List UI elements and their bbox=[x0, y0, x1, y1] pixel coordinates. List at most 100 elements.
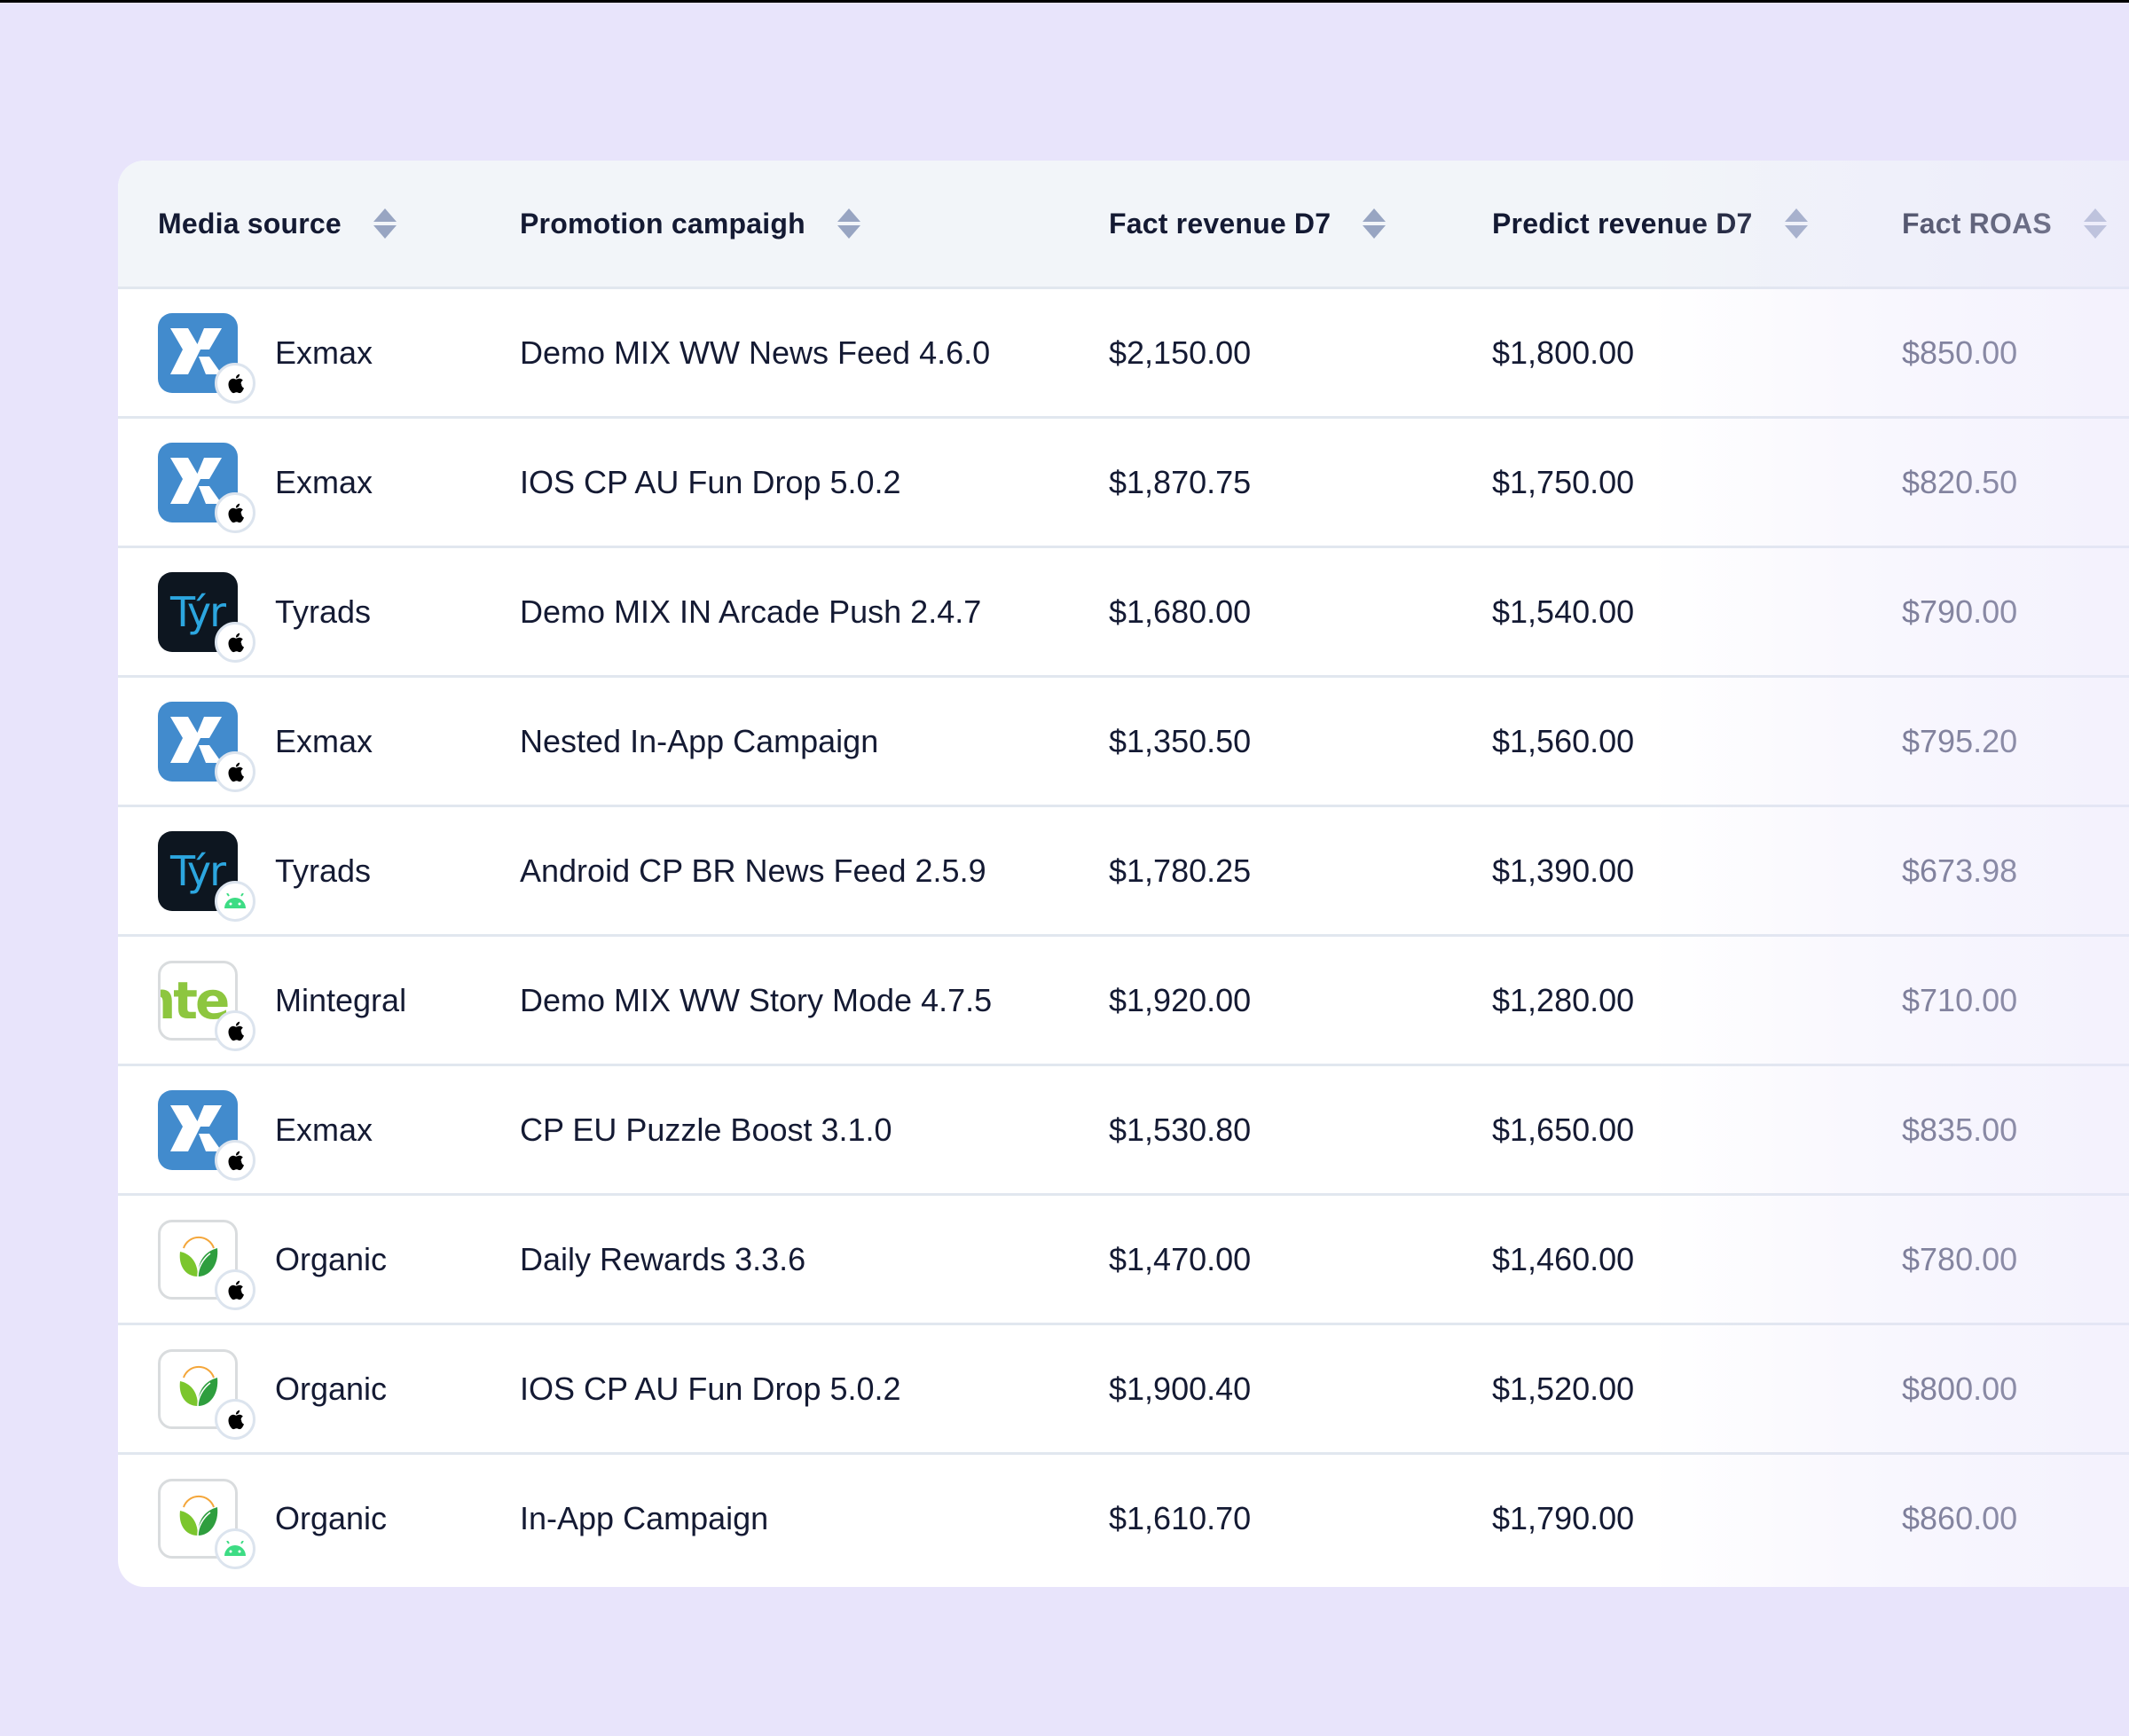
apple-icon bbox=[215, 1139, 255, 1181]
media-source-name: Mintegral bbox=[275, 981, 407, 1018]
promotion-campaign-cell: Daily Rewards 3.3.6 bbox=[520, 1240, 806, 1277]
media-source-cell: Exmax bbox=[158, 419, 373, 546]
media-source-cell: Exmax bbox=[158, 1066, 373, 1193]
column-label: Predict revenue D7 bbox=[1492, 207, 1753, 240]
fact-revenue-d7-cell: $1,470.00 bbox=[1109, 1240, 1252, 1277]
promotion-campaign-cell: Demo MIX WW Story Mode 4.7.5 bbox=[520, 981, 993, 1018]
media-source-cell: Organic bbox=[158, 1325, 387, 1452]
table-row[interactable]: Týr Tyrads Demo MIX IN Arcade Push 2.4.7… bbox=[118, 548, 2129, 678]
promotion-campaign-cell: In-App Campaign bbox=[520, 1499, 769, 1536]
predict-revenue-d7-cell: $1,540.00 bbox=[1492, 593, 1635, 630]
table-row[interactable]: Exmax IOS CP AU Fun Drop 5.0.2 $1,870.75… bbox=[118, 419, 2129, 548]
fact-roas-cell: $800.00 bbox=[1902, 1370, 2018, 1407]
apple-icon bbox=[215, 1009, 255, 1051]
media-source-name: Exmax bbox=[275, 334, 373, 371]
fact-roas-cell: $673.98 bbox=[1902, 852, 2018, 889]
fact-revenue-d7-cell: $1,870.75 bbox=[1109, 463, 1252, 500]
sort-updown-icon[interactable] bbox=[1363, 208, 1387, 239]
column-header-fact-roas[interactable]: Fact ROAS bbox=[1902, 161, 2107, 287]
apple-icon bbox=[215, 750, 255, 792]
fact-revenue-d7-cell: $1,920.00 bbox=[1109, 981, 1252, 1018]
exmax-logo-icon bbox=[158, 701, 255, 792]
fact-revenue-d7-cell: $1,780.25 bbox=[1109, 852, 1252, 889]
top-border bbox=[0, 0, 2129, 3]
apple-icon bbox=[215, 491, 255, 533]
table-header: Media source Promotion campaigh Fact rev… bbox=[118, 161, 2129, 289]
table-row[interactable]: Exmax Nested In-App Campaign $1,350.50 $… bbox=[118, 678, 2129, 807]
predict-revenue-d7-cell: $1,650.00 bbox=[1492, 1111, 1635, 1148]
promotion-campaign-cell: Demo MIX IN Arcade Push 2.4.7 bbox=[520, 593, 982, 630]
media-source-name: Tyrads bbox=[275, 852, 372, 889]
campaign-table: Media source Promotion campaigh Fact rev… bbox=[118, 161, 2129, 1587]
android-icon bbox=[215, 1528, 255, 1569]
predict-revenue-d7-cell: $1,460.00 bbox=[1492, 1240, 1635, 1277]
fact-roas-cell: $780.00 bbox=[1902, 1240, 2018, 1277]
predict-revenue-d7-cell: $1,800.00 bbox=[1492, 334, 1635, 371]
media-source-name: Tyrads bbox=[275, 593, 372, 630]
fact-roas-cell: $795.20 bbox=[1902, 722, 2018, 759]
media-source-name: Exmax bbox=[275, 463, 373, 500]
tyrads-logo-icon: Týr bbox=[158, 830, 255, 922]
table-row[interactable]: Organic IOS CP AU Fun Drop 5.0.2 $1,900.… bbox=[118, 1325, 2129, 1455]
predict-revenue-d7-cell: $1,560.00 bbox=[1492, 722, 1635, 759]
column-header-fact-revenue-d7[interactable]: Fact revenue D7 bbox=[1109, 161, 1387, 287]
table-row[interactable]: Týr Tyrads Android CP BR News Feed 2.5.9… bbox=[118, 807, 2129, 937]
promotion-campaign-cell: Nested In-App Campaign bbox=[520, 722, 879, 759]
fact-roas-cell: $820.50 bbox=[1902, 463, 2018, 500]
media-source-cell: Exmax bbox=[158, 289, 373, 416]
column-label: Fact ROAS bbox=[1902, 207, 2052, 240]
predict-revenue-d7-cell: $1,280.00 bbox=[1492, 981, 1635, 1018]
table-body: Exmax Demo MIX WW News Feed 4.6.0 $2,150… bbox=[118, 289, 2129, 1582]
organic-logo-icon bbox=[158, 1478, 255, 1569]
predict-revenue-d7-cell: $1,750.00 bbox=[1492, 463, 1635, 500]
mintegral-logo-icon: nte bbox=[158, 960, 255, 1051]
tyrads-logo-icon: Týr bbox=[158, 571, 255, 663]
table-row[interactable]: Exmax Demo MIX WW News Feed 4.6.0 $2,150… bbox=[118, 289, 2129, 419]
promotion-campaign-cell: Android CP BR News Feed 2.5.9 bbox=[520, 852, 986, 889]
column-header-predict-revenue-d7[interactable]: Predict revenue D7 bbox=[1492, 161, 1808, 287]
media-source-name: Exmax bbox=[275, 1111, 373, 1148]
sort-updown-icon[interactable] bbox=[373, 208, 397, 239]
media-source-cell: Organic bbox=[158, 1455, 387, 1582]
fact-revenue-d7-cell: $1,610.70 bbox=[1109, 1499, 1252, 1536]
apple-icon bbox=[215, 621, 255, 663]
organic-logo-icon bbox=[158, 1219, 255, 1310]
media-source-cell: Týr Tyrads bbox=[158, 807, 371, 934]
table-row[interactable]: Organic Daily Rewards 3.3.6 $1,470.00 $1… bbox=[118, 1196, 2129, 1325]
predict-revenue-d7-cell: $1,390.00 bbox=[1492, 852, 1635, 889]
media-source-cell: Týr Tyrads bbox=[158, 548, 371, 675]
media-source-cell: nte Mintegral bbox=[158, 937, 406, 1064]
promotion-campaign-cell: Demo MIX WW News Feed 4.6.0 bbox=[520, 334, 991, 371]
promotion-campaign-cell: IOS CP AU Fun Drop 5.0.2 bbox=[520, 1370, 901, 1407]
media-source-name: Organic bbox=[275, 1499, 388, 1536]
apple-icon bbox=[215, 1398, 255, 1440]
fact-roas-cell: $835.00 bbox=[1902, 1111, 2018, 1148]
sort-updown-icon[interactable] bbox=[2083, 208, 2107, 239]
column-label: Fact revenue D7 bbox=[1109, 207, 1332, 240]
fact-revenue-d7-cell: $1,900.40 bbox=[1109, 1370, 1252, 1407]
media-source-name: Organic bbox=[275, 1370, 388, 1407]
media-source-cell: Exmax bbox=[158, 678, 373, 805]
table-row[interactable]: nte Mintegral Demo MIX WW Story Mode 4.7… bbox=[118, 937, 2129, 1066]
exmax-logo-icon bbox=[158, 442, 255, 533]
promotion-campaign-cell: CP EU Puzzle Boost 3.1.0 bbox=[520, 1111, 892, 1148]
table-row[interactable]: Exmax CP EU Puzzle Boost 3.1.0 $1,530.80… bbox=[118, 1066, 2129, 1196]
column-label: Promotion campaigh bbox=[520, 207, 805, 240]
media-source-cell: Organic bbox=[158, 1196, 387, 1323]
sort-updown-icon[interactable] bbox=[1784, 208, 1808, 239]
column-header-promotion-campaign[interactable]: Promotion campaigh bbox=[520, 161, 860, 287]
fact-revenue-d7-cell: $1,680.00 bbox=[1109, 593, 1252, 630]
table-row[interactable]: Organic In-App Campaign $1,610.70 $1,790… bbox=[118, 1455, 2129, 1582]
organic-logo-icon bbox=[158, 1348, 255, 1440]
apple-icon bbox=[215, 362, 255, 404]
exmax-logo-icon bbox=[158, 312, 255, 404]
fact-roas-cell: $790.00 bbox=[1902, 593, 2018, 630]
column-header-media-source[interactable]: Media source bbox=[158, 161, 397, 287]
predict-revenue-d7-cell: $1,790.00 bbox=[1492, 1499, 1635, 1536]
predict-revenue-d7-cell: $1,520.00 bbox=[1492, 1370, 1635, 1407]
promotion-campaign-cell: IOS CP AU Fun Drop 5.0.2 bbox=[520, 463, 901, 500]
apple-icon bbox=[215, 1269, 255, 1310]
sort-updown-icon[interactable] bbox=[837, 208, 860, 239]
fact-revenue-d7-cell: $1,350.50 bbox=[1109, 722, 1252, 759]
column-label: Media source bbox=[158, 207, 342, 240]
